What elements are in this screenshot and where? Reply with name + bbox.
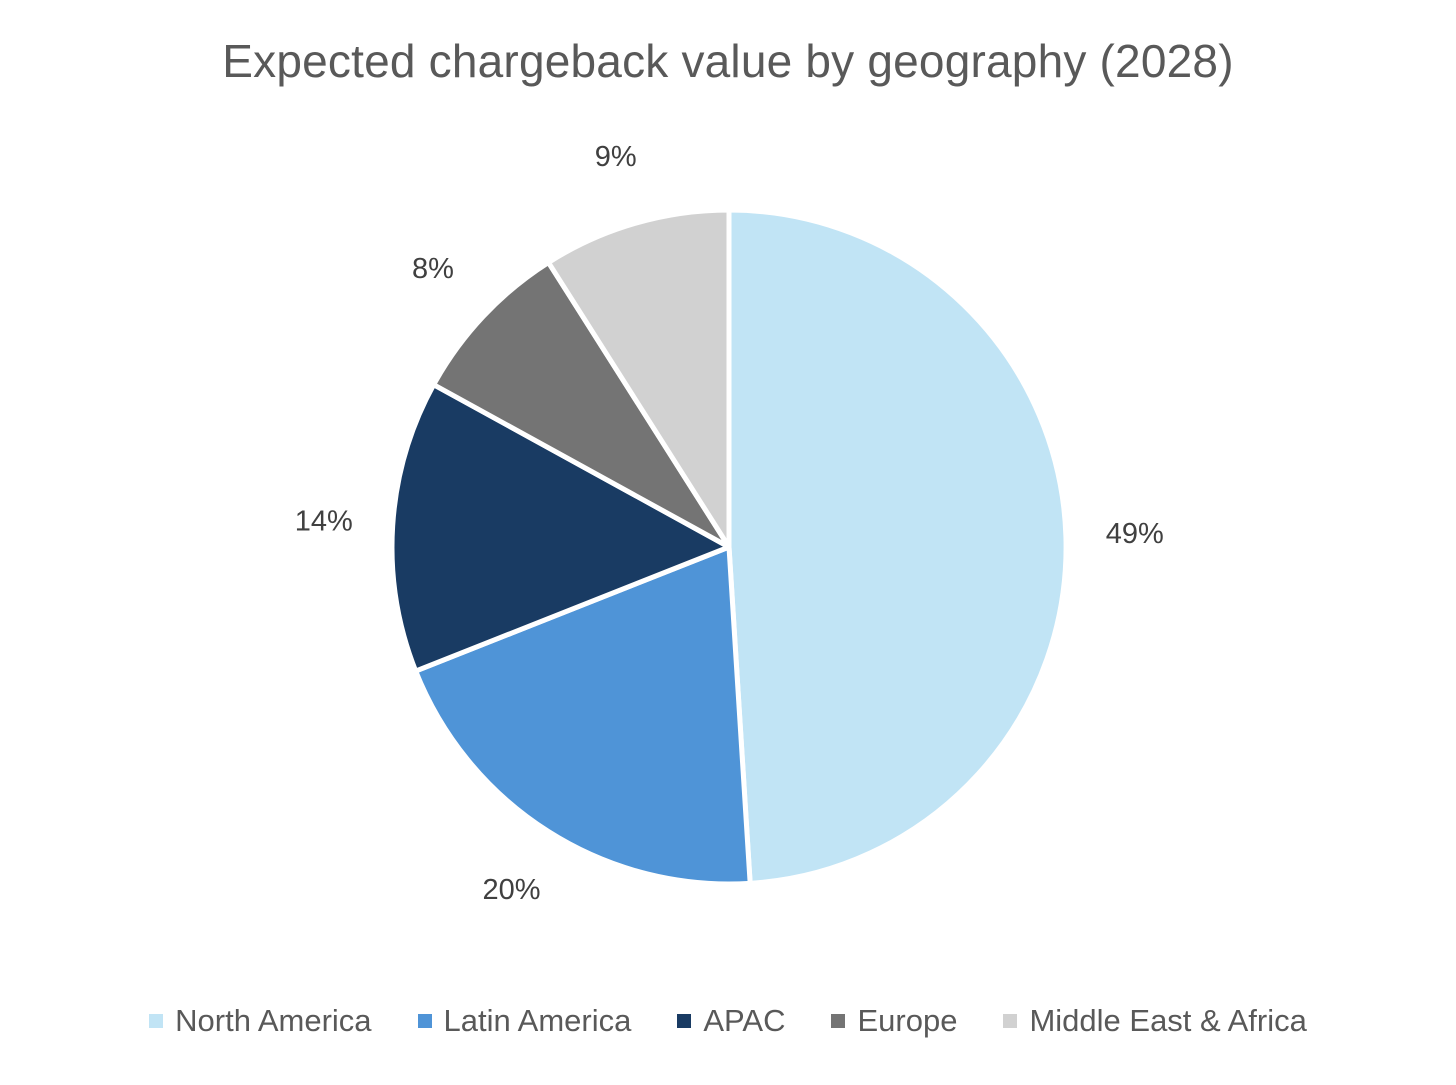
- legend-label: Middle East & Africa: [1029, 1003, 1307, 1038]
- data-label-latin-america: 20%: [482, 874, 540, 906]
- legend-swatch: [149, 1014, 164, 1028]
- legend-swatch: [417, 1014, 432, 1028]
- legend-item-apac[interactable]: APAC: [677, 1003, 785, 1039]
- legend-label: APAC: [703, 1003, 786, 1038]
- legend-item-middle-east-africa[interactable]: Middle East & Africa: [1003, 1003, 1307, 1039]
- pie-slice-apac[interactable]: [389, 382, 732, 674]
- legend-item-latin-america[interactable]: Latin America: [417, 1003, 632, 1039]
- legend-swatch: [831, 1014, 846, 1028]
- pie-slice-middle-east-and-africa[interactable]: [545, 207, 732, 550]
- pie-slices: [389, 207, 1069, 887]
- legend-item-europe[interactable]: Europe: [831, 1003, 957, 1039]
- pie-slice-north-america[interactable]: [726, 207, 1069, 886]
- data-label-north-america: 49%: [1106, 518, 1164, 550]
- legend-label: Latin America: [443, 1003, 632, 1038]
- legend-label: North America: [175, 1003, 372, 1038]
- pie-data-labels: 49% 20% 14% 8% 9%: [295, 141, 1164, 906]
- chart-title: Expected chargeback value by geography (…: [222, 35, 1234, 87]
- legend-item-north-america[interactable]: North America: [149, 1003, 372, 1039]
- pie-slice-europe[interactable]: [431, 259, 732, 550]
- data-label-middle-east-and-africa: 9%: [595, 141, 637, 173]
- data-label-europe: 8%: [412, 253, 454, 285]
- chart-legend: North America Latin America APAC Europe …: [0, 1003, 1456, 1039]
- pie-slice-latin-america[interactable]: [413, 544, 753, 887]
- legend-swatch: [677, 1014, 692, 1028]
- legend-swatch: [1003, 1014, 1018, 1028]
- data-label-apac: 14%: [295, 506, 353, 538]
- legend-label: Europe: [857, 1003, 958, 1038]
